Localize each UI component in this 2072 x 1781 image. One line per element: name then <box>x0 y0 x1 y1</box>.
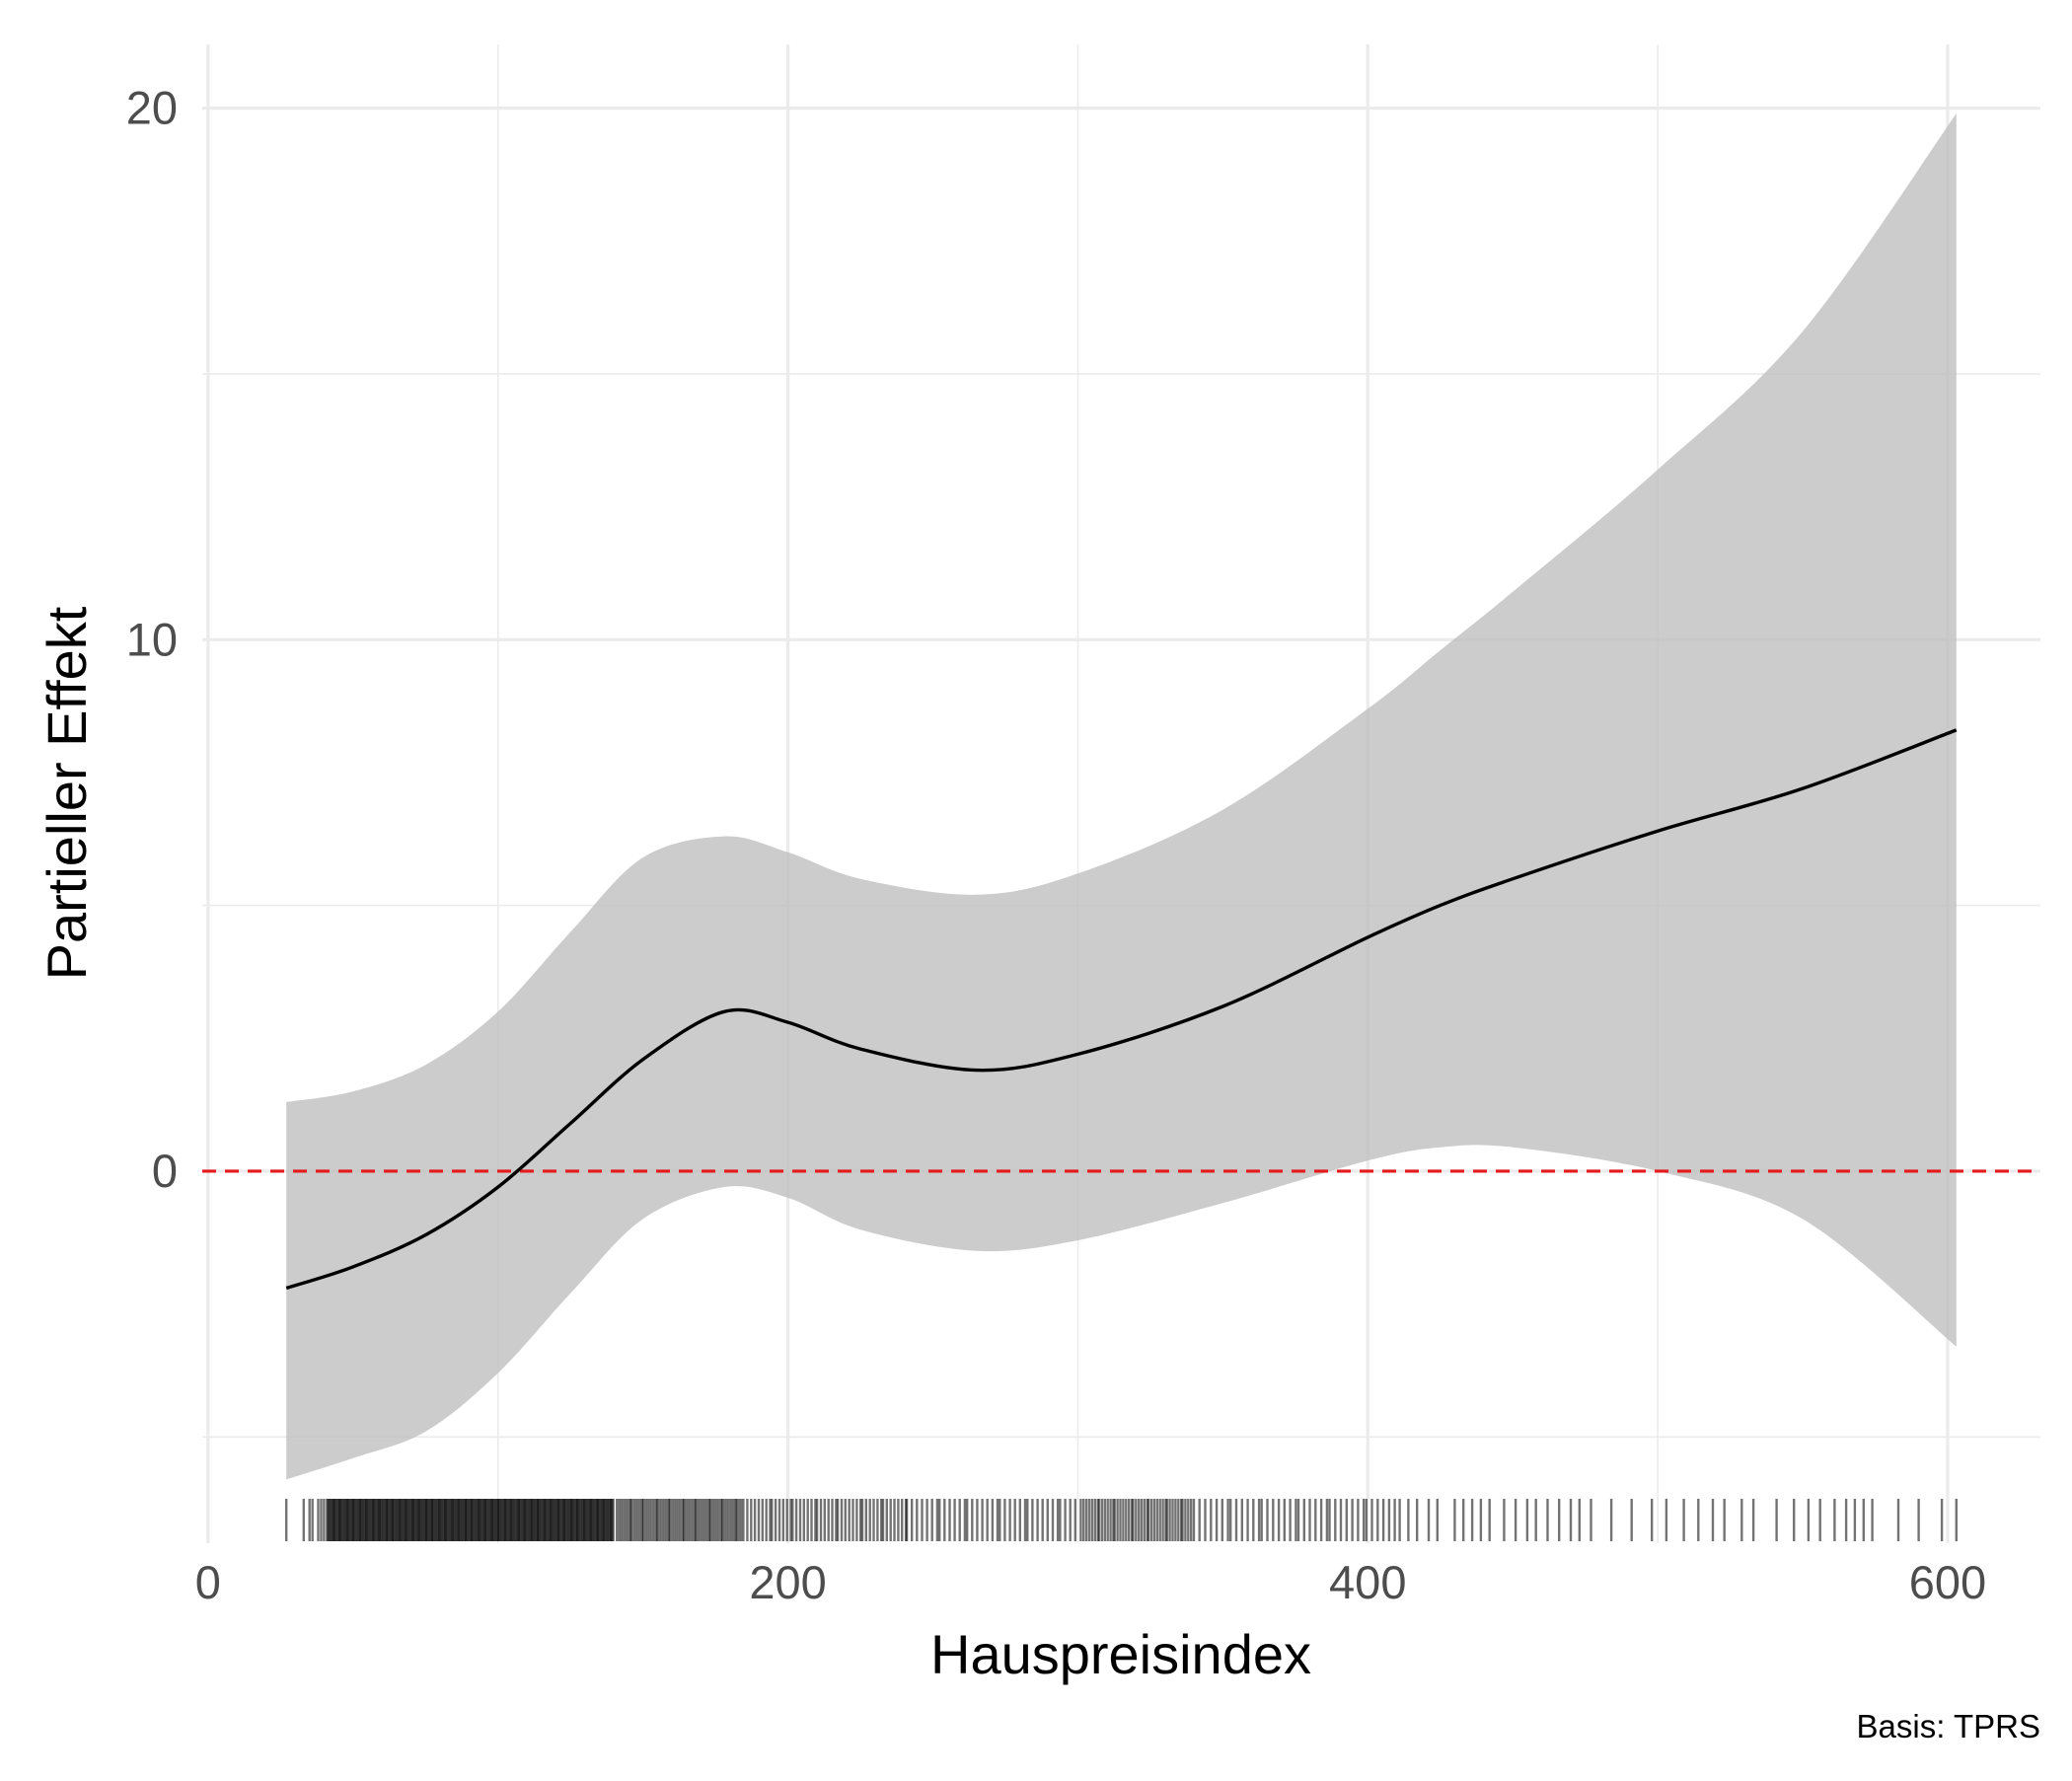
axis-labels: 0 200 400 600 0 10 20 <box>126 82 1986 1608</box>
x-axis-title: Hauspreisindex <box>930 1623 1311 1685</box>
x-tick-label: 400 <box>1329 1556 1406 1608</box>
x-tick-label: 200 <box>749 1556 826 1608</box>
rug-layer <box>285 1499 1959 1541</box>
x-tick-label: 600 <box>1909 1556 1986 1608</box>
effect-line-layer <box>285 728 1958 1291</box>
chart-caption: Basis: TPRS <box>1857 1708 2040 1744</box>
x-tick-label: 0 <box>195 1556 221 1608</box>
y-tick-label: 10 <box>126 613 178 665</box>
y-axis-title: Partieller Effekt <box>36 606 98 980</box>
confidence-band-layer <box>286 113 1957 1480</box>
y-tick-label: 0 <box>152 1145 178 1197</box>
effect-line <box>285 728 1958 1291</box>
confidence-band <box>286 113 1957 1480</box>
y-tick-label: 20 <box>126 82 178 134</box>
